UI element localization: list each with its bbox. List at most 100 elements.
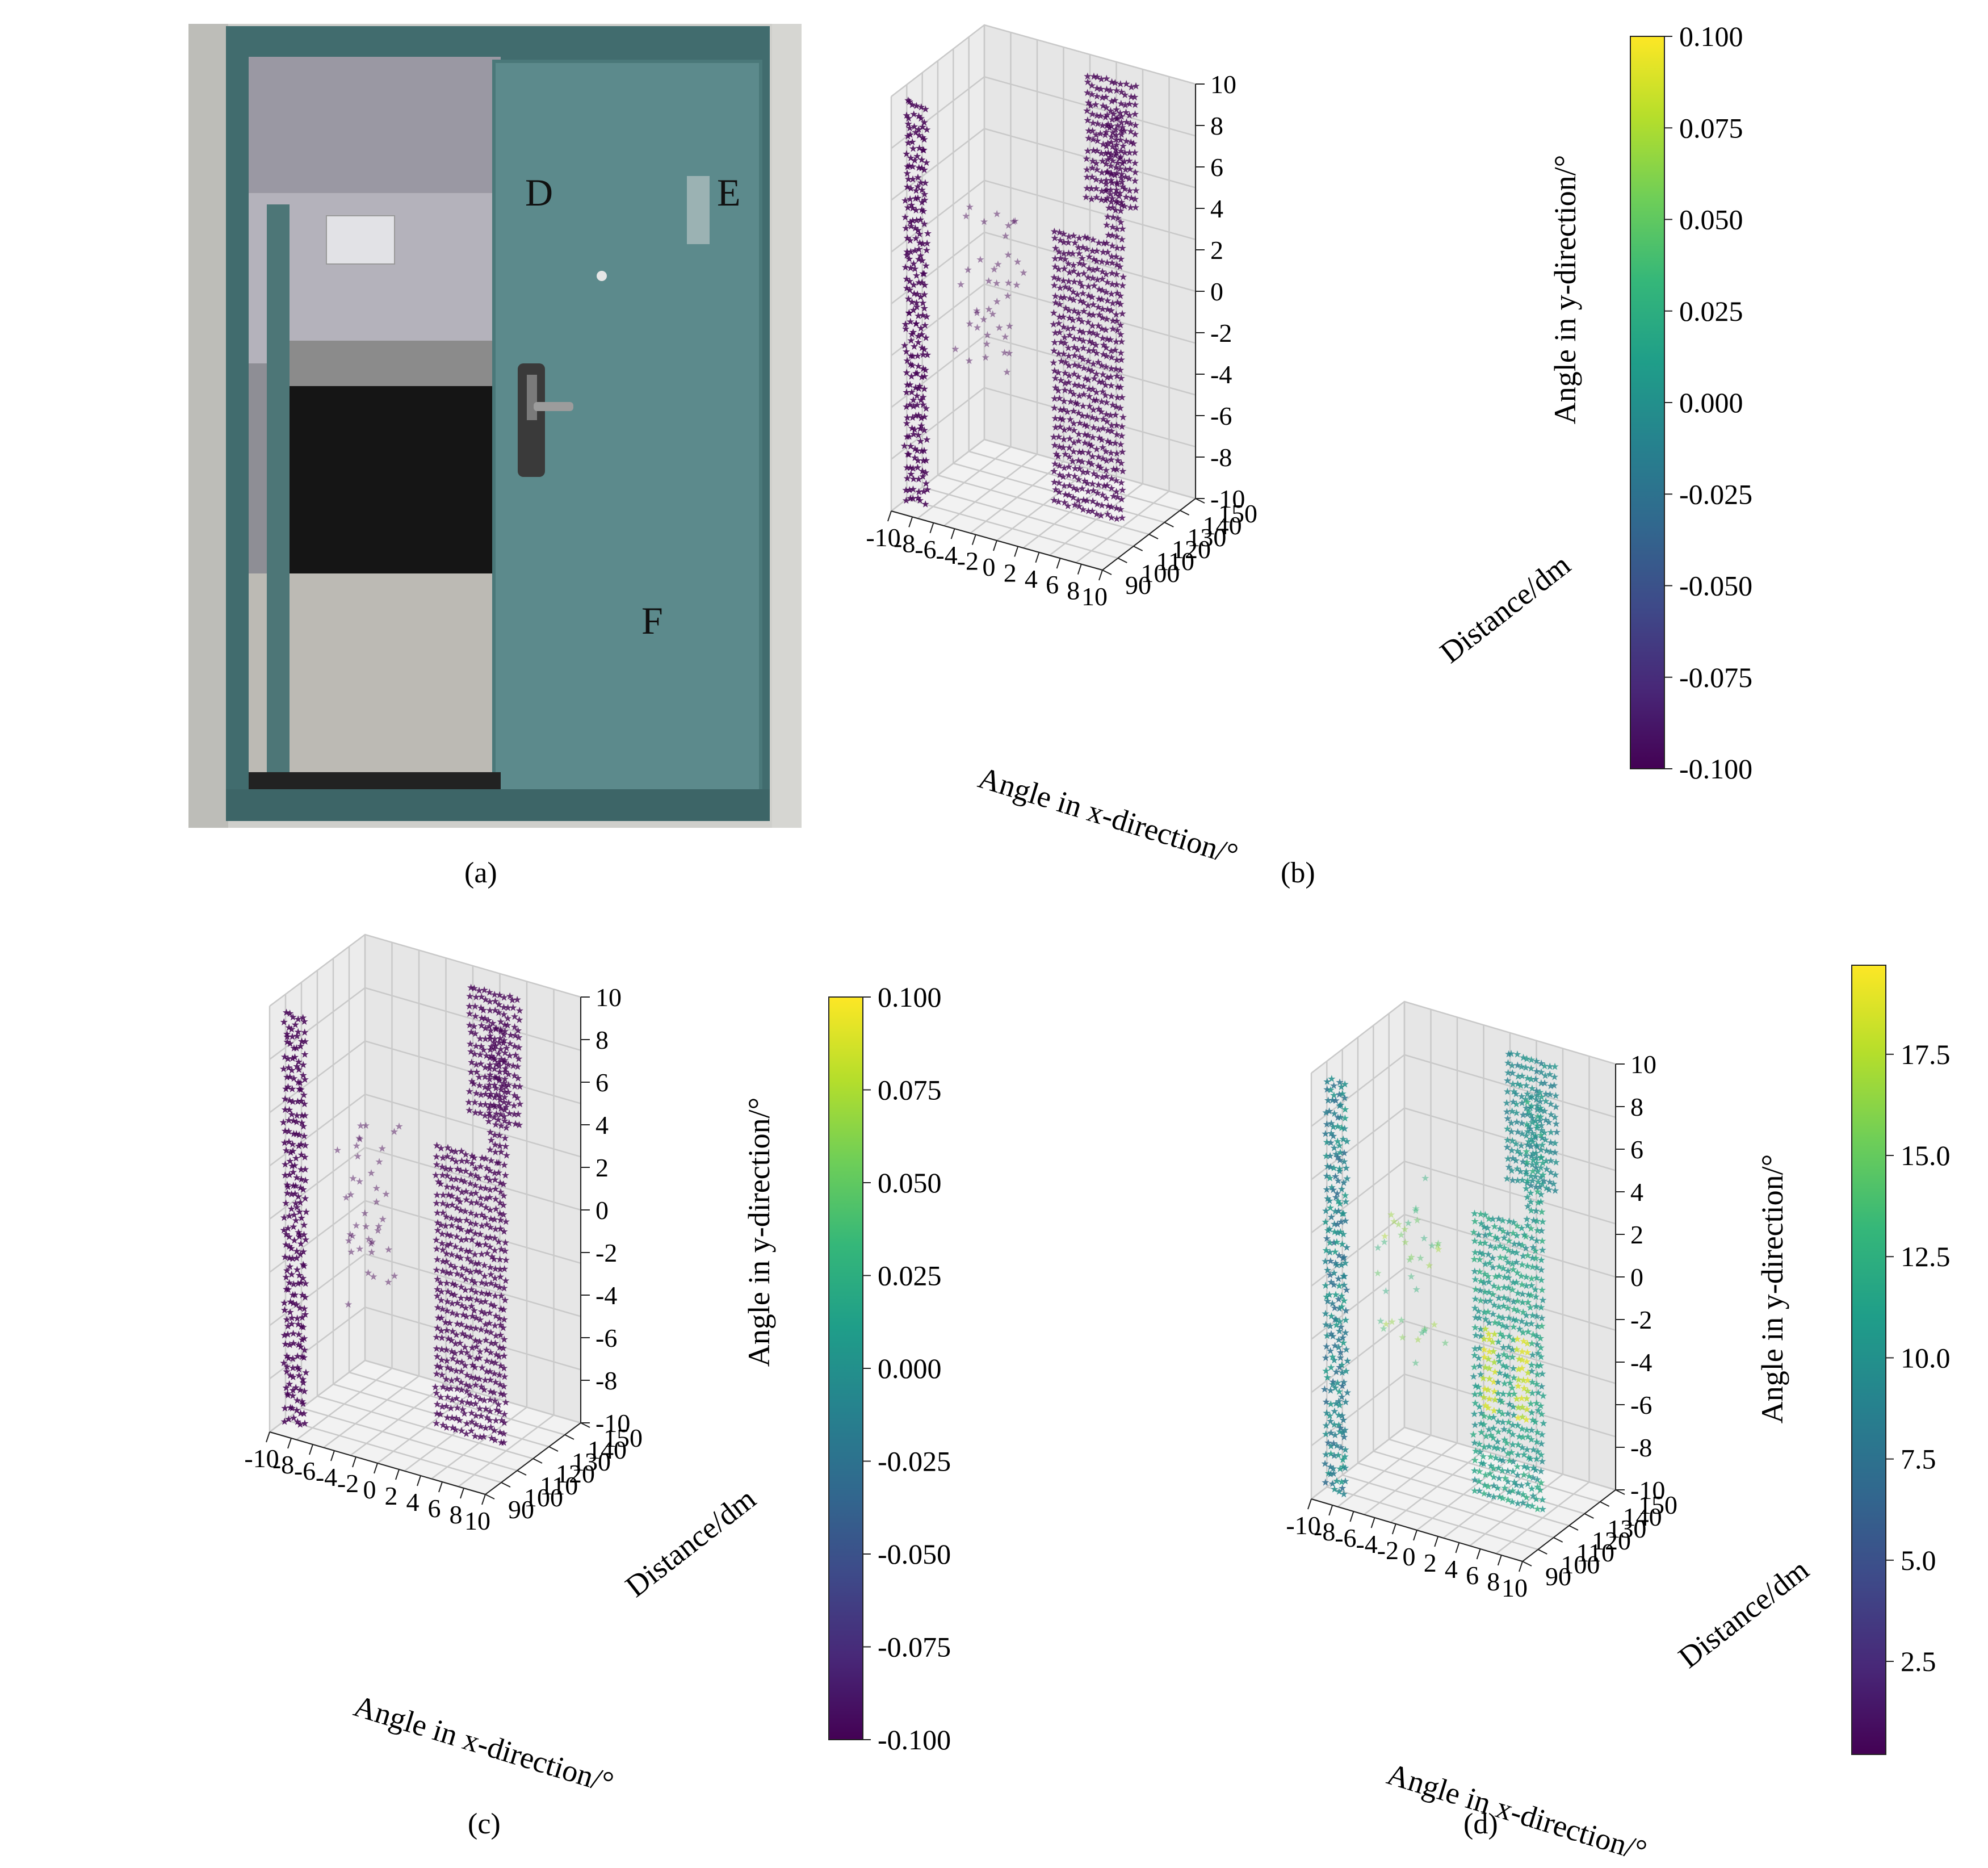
- x-tick-mark: [929, 522, 934, 534]
- grid-line: [269, 987, 581, 1060]
- z-tick-label: 2: [1630, 1220, 1643, 1249]
- colorbar-tick-label: 0.100: [878, 981, 942, 1013]
- y-tick-mark: [1568, 1525, 1579, 1531]
- x-tick-mark: [1391, 1523, 1396, 1535]
- grid-line: [1311, 1000, 1616, 1074]
- x-tick-label: 4: [406, 1488, 420, 1517]
- grid-line: [891, 283, 1196, 357]
- x-tick-mark: [287, 1438, 292, 1449]
- colorbar-tick-label: 0.025: [878, 1260, 942, 1292]
- x-tick-mark: [266, 1431, 270, 1443]
- z-tick-label: 6: [595, 1068, 609, 1097]
- grid-line: [891, 335, 1196, 408]
- y-tick-label: 140: [1623, 1502, 1662, 1531]
- x-tick-label: 8: [1487, 1567, 1500, 1596]
- x-tick-label: -2: [337, 1469, 359, 1498]
- chart-1: -10-8 -6 -4 -2 0 2 4 6 8 10 90100110120130140150-1…: [244, 933, 951, 1800]
- x-tick-label: 8: [450, 1500, 463, 1529]
- grid-line: [269, 933, 581, 1007]
- z-axis-label: Angle in y-direction/°: [1755, 1154, 1789, 1423]
- y-tick-mark: [1600, 1501, 1610, 1507]
- y-tick-label: 120: [1592, 1526, 1631, 1555]
- y-tick-label: 90: [508, 1495, 534, 1524]
- colorbar-tick-label: 7.5: [1901, 1443, 1936, 1475]
- z-axis-label: Angle in y-direction/°: [742, 1098, 776, 1367]
- colorbar-tick-label: 0.075: [1679, 112, 1743, 144]
- x-axis-label: Angle in x-direction/°: [974, 760, 1242, 872]
- z-tick-label: 8: [1210, 111, 1223, 140]
- z-tick-label: -10: [1630, 1476, 1665, 1505]
- x-tick-mark: [971, 534, 976, 545]
- photo-marker-f: F: [641, 599, 663, 642]
- x-tick-label: 4: [1025, 564, 1038, 593]
- grid-line: [891, 24, 1196, 97]
- z-tick-label: 8: [595, 1025, 609, 1054]
- y-axis-label: Distance/dm: [619, 1481, 762, 1603]
- y-tick-label: 110: [1576, 1538, 1614, 1567]
- z-tick-label: 4: [1210, 194, 1223, 223]
- grid-line: [269, 1253, 581, 1326]
- z-tick-label: -8: [1630, 1433, 1652, 1462]
- chart-0: -10-8-6-4-2 0 2 4 6 8 10 90100110120130140150-1…: [866, 20, 1752, 872]
- colorbar-gradient: [1630, 36, 1665, 769]
- x-tick-label: 0: [363, 1475, 376, 1504]
- x-tick-mark: [887, 510, 892, 522]
- colorbar-tick-label: -0.075: [1679, 661, 1752, 693]
- x-tick-label: 2: [385, 1481, 398, 1510]
- x-tick-label: 0: [1403, 1542, 1416, 1571]
- x-tick-label: 2: [1424, 1548, 1437, 1577]
- photo-marker-d: D: [525, 171, 553, 214]
- x-tick-label: -6: [294, 1456, 316, 1485]
- z-tick-label: 2: [595, 1153, 609, 1182]
- y-tick-label: 100: [1140, 559, 1180, 588]
- z-tick-label: -6: [1630, 1390, 1652, 1419]
- y-tick-label: 150: [1638, 1490, 1677, 1519]
- x-tick-mark: [993, 540, 997, 551]
- y-tick-label: 90: [1125, 571, 1151, 600]
- y-tick-mark: [1553, 1537, 1563, 1543]
- panel-label-b: (b): [1281, 857, 1315, 889]
- grid-line: [269, 1200, 581, 1273]
- y-tick-label: 100: [1561, 1550, 1600, 1579]
- z-tick-label: 0: [1630, 1263, 1643, 1292]
- z-tick-label: 10: [1210, 70, 1236, 99]
- y-tick-label: 150: [1218, 499, 1257, 528]
- y-tick-mark: [1522, 1561, 1532, 1567]
- x-tick-mark: [950, 528, 955, 539]
- y-tick-label: 150: [603, 1423, 643, 1452]
- grid-line: [1311, 1160, 1616, 1234]
- colorbar-tick-label: 0.050: [1679, 204, 1743, 236]
- z-tick-label: -10: [595, 1409, 630, 1438]
- x-tick-label: -10: [1286, 1511, 1320, 1540]
- door-photo: D E F: [188, 24, 802, 828]
- x-tick-label: 8: [1067, 576, 1080, 605]
- y-tick-label: 110: [540, 1471, 578, 1500]
- y-axis-label: Distance/dm: [1672, 1552, 1815, 1674]
- z-tick-label: -8: [1210, 443, 1232, 472]
- y-tick-mark: [485, 1494, 495, 1500]
- colorbar-tick-label: -0.025: [878, 1446, 951, 1477]
- grid-line: [1311, 1267, 1616, 1340]
- grid-line: [891, 438, 1196, 512]
- x-tick-mark: [417, 1475, 421, 1486]
- colorbar-gradient: [1851, 965, 1886, 1755]
- x-tick-label: 6: [1466, 1561, 1479, 1590]
- z-tick-label: 4: [595, 1111, 609, 1140]
- z-tick-label: 10: [595, 983, 622, 1012]
- x-axis-label: Angle in x-direction/°: [350, 1689, 617, 1800]
- colorbar-tick-label: 2.5: [1901, 1645, 1936, 1677]
- panel-label-a: (a): [464, 857, 497, 889]
- x-tick-mark: [1307, 1498, 1312, 1510]
- z-tick-label: -2: [1210, 319, 1232, 347]
- z-axis-label: Angle in y-direction/°: [1548, 155, 1582, 424]
- z-tick-label: 0: [1210, 277, 1223, 306]
- grid-line: [891, 179, 1196, 253]
- x-tick-mark: [1434, 1536, 1439, 1547]
- x-axis-label: Angle in x-direction/°: [1383, 1757, 1650, 1868]
- x-tick-mark: [309, 1444, 313, 1455]
- x-tick-mark: [1349, 1511, 1354, 1522]
- y-tick-mark: [1195, 498, 1205, 504]
- colorbar-tick-label: 0.000: [1679, 387, 1743, 418]
- x-tick-mark: [1413, 1530, 1417, 1541]
- x-tick-mark: [1370, 1517, 1375, 1528]
